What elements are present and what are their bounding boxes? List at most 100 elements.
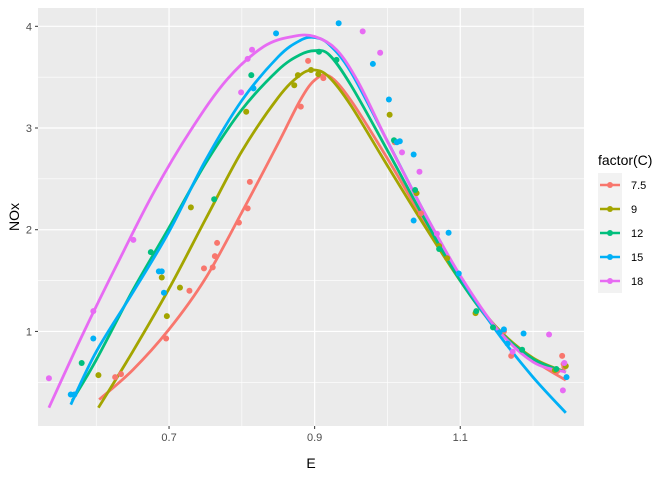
legend: factor(C) 7.5 9 12 15 18 bbox=[598, 152, 652, 293]
major-gridlines bbox=[38, 8, 584, 426]
legend-key-point bbox=[607, 230, 613, 236]
data-point-9 bbox=[243, 108, 250, 115]
data-point-18 bbox=[90, 308, 97, 315]
data-point-7.5 bbox=[200, 265, 207, 272]
y-tick-label: 1 bbox=[26, 326, 32, 338]
data-point-15 bbox=[71, 391, 78, 398]
legend-key-point bbox=[607, 206, 613, 212]
data-point-18 bbox=[45, 375, 52, 382]
data-point-15 bbox=[455, 270, 462, 277]
data-point-12 bbox=[436, 246, 443, 253]
data-point-18 bbox=[433, 230, 440, 237]
data-point-18 bbox=[561, 359, 568, 366]
data-point-18 bbox=[546, 331, 553, 338]
data-points bbox=[45, 20, 570, 398]
data-point-15 bbox=[160, 289, 167, 296]
data-point-18 bbox=[377, 49, 384, 56]
data-point-18 bbox=[559, 387, 566, 394]
data-point-15 bbox=[410, 151, 417, 158]
data-point-9 bbox=[386, 111, 393, 118]
data-point-12 bbox=[490, 324, 496, 331]
data-point-15 bbox=[496, 329, 503, 336]
data-point-15 bbox=[273, 30, 280, 37]
data-point-15 bbox=[158, 268, 165, 275]
data-point-18 bbox=[249, 46, 256, 53]
data-point-18 bbox=[416, 168, 423, 175]
data-point-15 bbox=[385, 96, 392, 103]
data-point-15 bbox=[520, 330, 527, 337]
data-point-15 bbox=[335, 20, 342, 27]
data-point-15 bbox=[410, 217, 417, 224]
data-point-18 bbox=[399, 149, 405, 156]
smooth-curve-12 bbox=[70, 49, 567, 402]
data-point-9 bbox=[158, 274, 165, 281]
data-point-9 bbox=[187, 204, 194, 211]
data-point-15 bbox=[504, 340, 511, 347]
data-point-12 bbox=[78, 359, 85, 366]
data-point-15 bbox=[445, 229, 452, 236]
data-point-12 bbox=[316, 48, 323, 55]
data-point-18 bbox=[359, 28, 366, 35]
legend-label-18: 18 bbox=[631, 276, 643, 288]
data-point-18 bbox=[238, 89, 245, 96]
data-point-7.5 bbox=[417, 210, 424, 217]
x-tick-label: 0.9 bbox=[307, 432, 322, 444]
legend-keys: 7.5 9 12 15 18 bbox=[598, 173, 646, 293]
data-point-12 bbox=[211, 196, 218, 203]
data-point-15 bbox=[90, 335, 97, 342]
data-point-15 bbox=[369, 60, 376, 67]
data-point-9 bbox=[176, 284, 183, 291]
legend-key-point bbox=[607, 278, 613, 284]
x-axis-title: E bbox=[306, 455, 315, 471]
y-tick-label: 2 bbox=[26, 225, 32, 237]
smooth-curve-18 bbox=[47, 33, 567, 409]
data-point-7.5 bbox=[320, 75, 327, 82]
y-tick-label: 3 bbox=[26, 123, 32, 135]
data-point-12 bbox=[248, 72, 255, 79]
data-point-7.5 bbox=[186, 287, 193, 294]
data-point-7.5 bbox=[211, 253, 218, 260]
data-point-15 bbox=[563, 374, 570, 381]
y-tick-label: 4 bbox=[26, 21, 32, 33]
data-point-12 bbox=[519, 346, 526, 353]
data-point-9 bbox=[163, 313, 170, 320]
legend-title: factor(C) bbox=[598, 152, 652, 168]
legend-key-point bbox=[607, 182, 613, 188]
legend-label-15: 15 bbox=[631, 252, 643, 264]
legend-label-7.5: 7.5 bbox=[631, 180, 646, 192]
data-point-7.5 bbox=[163, 335, 170, 342]
data-point-7.5 bbox=[214, 239, 221, 246]
data-point-15 bbox=[250, 85, 257, 92]
legend-label-12: 12 bbox=[631, 228, 643, 240]
data-point-12 bbox=[147, 249, 154, 256]
data-point-9 bbox=[294, 72, 301, 79]
data-point-9 bbox=[308, 67, 314, 74]
data-point-12 bbox=[473, 308, 480, 315]
data-point-7.5 bbox=[244, 205, 251, 212]
x-tick-label: 1.1 bbox=[453, 432, 468, 444]
data-point-7.5 bbox=[235, 219, 242, 226]
data-point-7.5 bbox=[117, 371, 124, 378]
data-point-15 bbox=[500, 326, 507, 333]
data-point-9 bbox=[291, 82, 298, 89]
data-point-12 bbox=[412, 187, 419, 194]
data-point-7.5 bbox=[246, 178, 253, 185]
data-point-7.5 bbox=[559, 352, 566, 359]
data-point-7.5 bbox=[209, 264, 216, 271]
data-point-15 bbox=[396, 138, 403, 145]
data-point-12 bbox=[553, 366, 560, 373]
data-point-18 bbox=[130, 236, 137, 243]
data-point-9 bbox=[95, 372, 102, 379]
data-point-7.5 bbox=[112, 374, 119, 381]
legend-label-9: 9 bbox=[631, 204, 637, 216]
y-axis-ticks: 1 2 3 4 bbox=[26, 21, 38, 338]
y-axis-title: NOx bbox=[6, 203, 22, 231]
data-point-7.5 bbox=[297, 103, 304, 110]
data-point-9 bbox=[444, 255, 451, 262]
x-axis-ticks: 0.7 0.9 1.1 bbox=[161, 426, 468, 444]
data-point-18 bbox=[509, 348, 516, 355]
data-point-18 bbox=[244, 55, 251, 62]
data-point-12 bbox=[333, 56, 340, 63]
legend-key-point bbox=[607, 254, 613, 260]
